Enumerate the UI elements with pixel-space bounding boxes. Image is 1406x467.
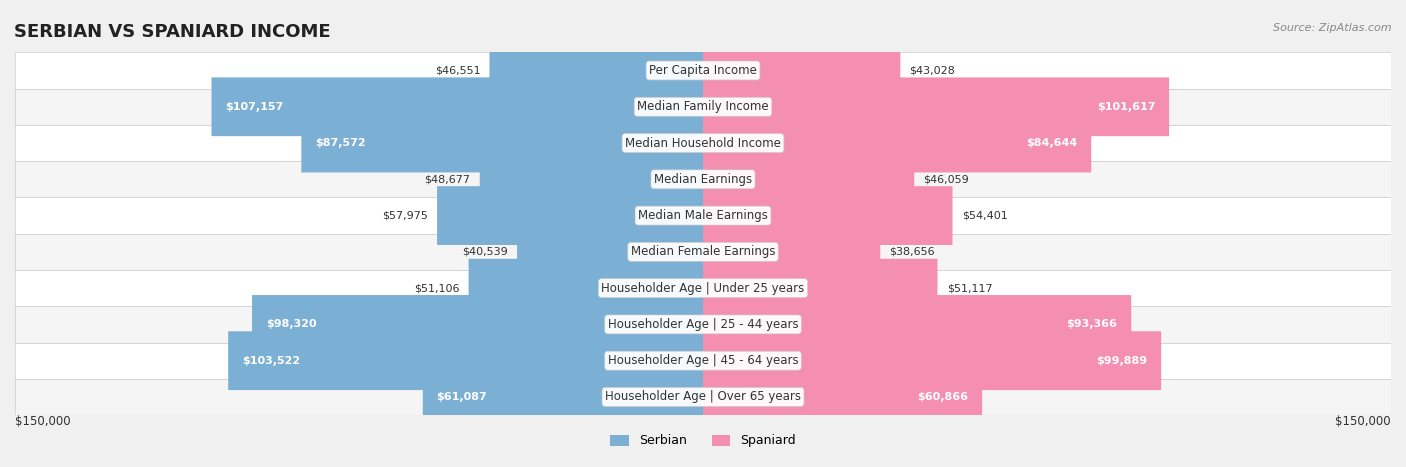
Text: $99,889: $99,889	[1097, 356, 1147, 366]
Text: $48,677: $48,677	[425, 174, 471, 184]
FancyBboxPatch shape	[703, 368, 983, 426]
FancyBboxPatch shape	[703, 186, 952, 245]
FancyBboxPatch shape	[703, 331, 1161, 390]
FancyBboxPatch shape	[468, 259, 703, 318]
Text: Householder Age | Over 65 years: Householder Age | Over 65 years	[605, 390, 801, 403]
Text: Median Household Income: Median Household Income	[626, 136, 780, 149]
Text: $150,000: $150,000	[1336, 415, 1391, 428]
FancyBboxPatch shape	[703, 295, 1132, 354]
Text: Source: ZipAtlas.com: Source: ZipAtlas.com	[1274, 23, 1392, 33]
Text: $38,656: $38,656	[890, 247, 935, 257]
Text: $40,539: $40,539	[463, 247, 508, 257]
FancyBboxPatch shape	[15, 270, 1391, 306]
FancyBboxPatch shape	[703, 41, 900, 100]
Text: $43,028: $43,028	[910, 65, 956, 76]
FancyBboxPatch shape	[301, 113, 703, 172]
Text: Householder Age | Under 25 years: Householder Age | Under 25 years	[602, 282, 804, 295]
FancyBboxPatch shape	[252, 295, 703, 354]
Text: $98,320: $98,320	[266, 319, 316, 329]
Text: $46,059: $46,059	[924, 174, 969, 184]
FancyBboxPatch shape	[703, 78, 1168, 136]
Text: $51,117: $51,117	[946, 283, 993, 293]
FancyBboxPatch shape	[517, 222, 703, 281]
FancyBboxPatch shape	[15, 379, 1391, 415]
FancyBboxPatch shape	[15, 52, 1391, 89]
Text: Median Family Income: Median Family Income	[637, 100, 769, 113]
FancyBboxPatch shape	[703, 113, 1091, 172]
FancyBboxPatch shape	[479, 150, 703, 209]
FancyBboxPatch shape	[15, 198, 1391, 234]
FancyBboxPatch shape	[703, 222, 880, 281]
Text: Householder Age | 25 - 44 years: Householder Age | 25 - 44 years	[607, 318, 799, 331]
FancyBboxPatch shape	[15, 125, 1391, 161]
Text: SERBIAN VS SPANIARD INCOME: SERBIAN VS SPANIARD INCOME	[14, 23, 330, 42]
Text: $103,522: $103,522	[242, 356, 299, 366]
FancyBboxPatch shape	[423, 368, 703, 426]
Text: $87,572: $87,572	[315, 138, 366, 148]
FancyBboxPatch shape	[437, 186, 703, 245]
FancyBboxPatch shape	[15, 161, 1391, 198]
FancyBboxPatch shape	[15, 89, 1391, 125]
Text: Median Earnings: Median Earnings	[654, 173, 752, 186]
Text: $54,401: $54,401	[962, 211, 1008, 220]
Text: Median Female Earnings: Median Female Earnings	[631, 245, 775, 258]
FancyBboxPatch shape	[228, 331, 703, 390]
Text: $46,551: $46,551	[434, 65, 481, 76]
FancyBboxPatch shape	[15, 306, 1391, 343]
Text: $57,975: $57,975	[382, 211, 427, 220]
Text: $61,087: $61,087	[437, 392, 488, 402]
Legend: Serbian, Spaniard: Serbian, Spaniard	[605, 429, 801, 453]
Text: Householder Age | 45 - 64 years: Householder Age | 45 - 64 years	[607, 354, 799, 367]
Text: Per Capita Income: Per Capita Income	[650, 64, 756, 77]
Text: $93,366: $93,366	[1067, 319, 1118, 329]
FancyBboxPatch shape	[703, 259, 938, 318]
Text: $107,157: $107,157	[225, 102, 284, 112]
FancyBboxPatch shape	[703, 150, 914, 209]
FancyBboxPatch shape	[489, 41, 703, 100]
FancyBboxPatch shape	[211, 78, 703, 136]
Text: $84,644: $84,644	[1026, 138, 1077, 148]
Text: $51,106: $51,106	[413, 283, 460, 293]
Text: $101,617: $101,617	[1097, 102, 1156, 112]
Text: Median Male Earnings: Median Male Earnings	[638, 209, 768, 222]
Text: $60,866: $60,866	[917, 392, 969, 402]
Text: $150,000: $150,000	[15, 415, 70, 428]
FancyBboxPatch shape	[15, 234, 1391, 270]
FancyBboxPatch shape	[15, 343, 1391, 379]
